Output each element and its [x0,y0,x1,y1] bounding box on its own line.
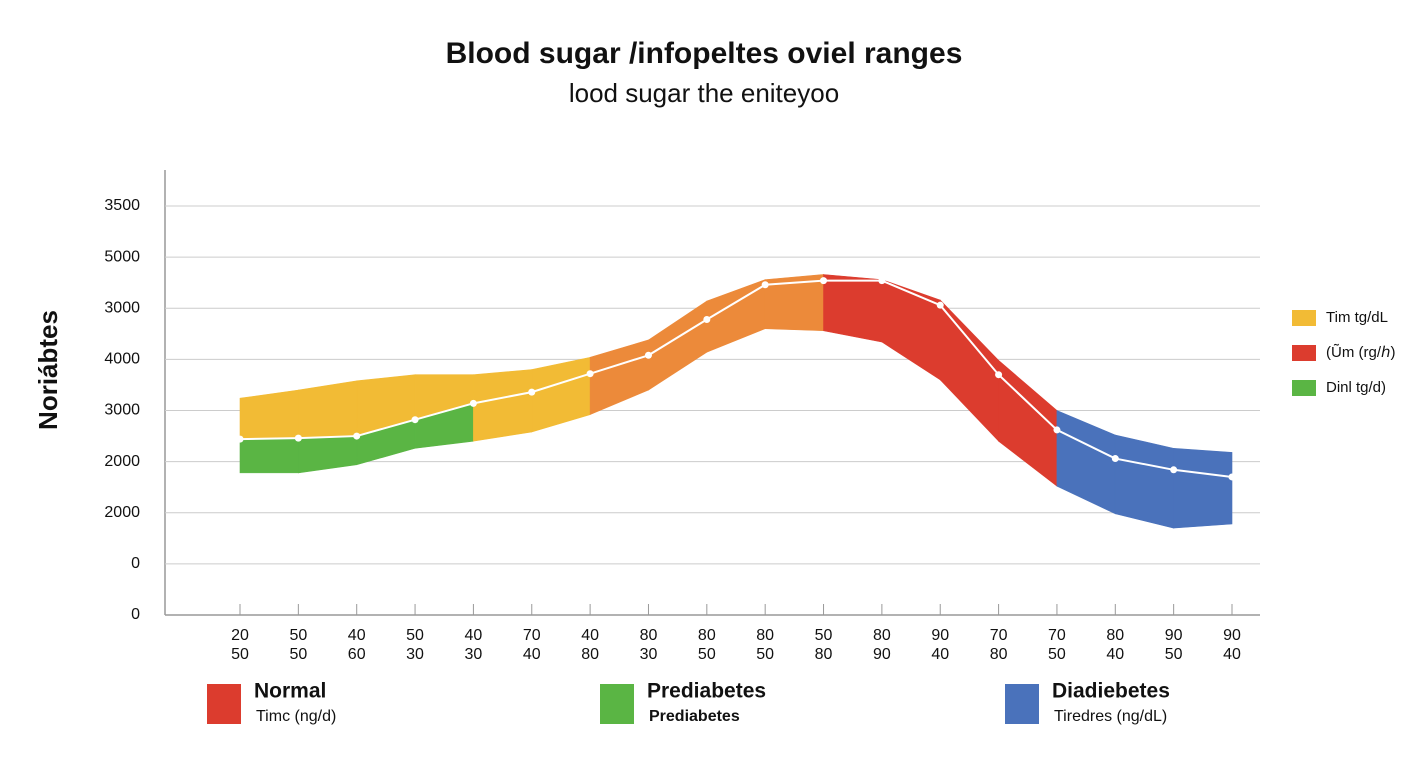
x-tick-label: 50 [698,646,716,663]
line-point [353,432,361,440]
band-upper-segment [239,389,299,440]
x-tick-label: 80 [815,646,833,663]
x-tick-label: 20 [231,627,249,644]
legend-swatch [1292,380,1316,396]
group-subtitle: Timc (ng/d) [256,708,336,725]
x-tick-label: 80 [990,646,1008,663]
line-point [528,388,536,396]
line-point [1111,455,1119,463]
x-tick-label: 90 [931,627,949,644]
x-tick-label: 80 [640,627,658,644]
x-tick-label: 40 [465,627,483,644]
band-lower-segment [1173,469,1233,529]
group-swatch [1005,684,1039,724]
line-point [294,434,302,442]
line-point [878,277,886,285]
x-tick-label: 70 [1048,627,1066,644]
x-tick-label: 50 [289,646,307,663]
band-lower-segment [239,437,299,474]
legend-label: (Ũm (rg/ℎ) [1326,344,1396,361]
y-tick-label: 2000 [104,453,140,470]
group-name: Diadiebetes [1052,680,1170,703]
line-point [1228,473,1236,481]
line-point [1170,466,1178,474]
band-lower-segment [823,280,883,343]
x-tick-label: 90 [873,646,891,663]
x-tick-label: 30 [465,646,483,663]
x-tick-label: 50 [1165,646,1183,663]
line-point [644,351,652,359]
y-tick-label: 3000 [104,299,140,316]
x-tick-label: 50 [406,627,424,644]
x-tick-label: 50 [756,646,774,663]
legend-label: Tim tg/dL [1326,309,1388,326]
x-tick-label: 40 [1106,646,1124,663]
x-tick-label: 90 [1165,627,1183,644]
x-tick-label: 30 [406,646,424,663]
x-tick-label: 80 [756,627,774,644]
line-point [936,301,944,309]
x-tick-label: 60 [348,646,366,663]
legend-swatch [1292,345,1316,361]
group-subtitle: Prediabetes [649,708,740,725]
x-tick-label: 70 [990,627,1008,644]
x-tick-label: 40 [523,646,541,663]
line-point [586,370,594,378]
group-name: Prediabetes [647,680,766,703]
group-swatch [207,684,241,724]
chart-title: Blood sugar /infopeltes oviel ranges [446,37,963,70]
y-tick-label: 2000 [104,504,140,521]
group-swatch [600,684,634,724]
y-axis-label: Noriábtes [33,310,63,430]
legend-label: Dinl tg/d) [1326,379,1386,396]
band-lower-segment [939,304,999,442]
line-point [703,315,711,323]
x-tick-label: 50 [231,646,249,663]
x-tick-label: 80 [698,627,716,644]
x-tick-label: 50 [815,627,833,644]
x-tick-label: 70 [523,627,541,644]
x-tick-label: 40 [348,627,366,644]
line-point [411,416,419,424]
line-point [469,399,477,407]
group-subtitle: Tiredres (ng/dL) [1054,708,1167,725]
group-name: Normal [254,680,326,703]
band-lower-segment [764,280,824,332]
y-tick-label: 3000 [104,402,140,419]
line-point [820,277,828,285]
band-lower-segment [881,280,941,381]
x-tick-label: 80 [581,646,599,663]
x-tick-label: 80 [873,627,891,644]
x-tick-label: 30 [640,646,658,663]
band-lower-segment [298,435,358,474]
line-point [761,281,769,289]
y-tick-label: 4000 [104,351,140,368]
line-point [1053,426,1061,434]
chart-subtitle: lood sugar the enitеyoo [569,78,839,108]
x-tick-label: 90 [1223,627,1241,644]
band-upper-segment [298,380,358,439]
line-point [236,435,244,443]
x-tick-label: 40 [581,627,599,644]
x-tick-label: 40 [931,646,949,663]
y-tick-label: 0 [131,606,140,623]
x-tick-label: 40 [1223,646,1241,663]
center-line [239,279,1233,478]
legend-swatch [1292,310,1316,326]
line-point [995,371,1003,379]
y-tick-label: 0 [131,555,140,572]
x-tick-label: 50 [1048,646,1066,663]
x-tick-label: 50 [289,627,307,644]
x-tick-label: 80 [1106,627,1124,644]
y-tick-label: 3500 [104,197,140,214]
y-tick-label: 5000 [104,248,140,265]
